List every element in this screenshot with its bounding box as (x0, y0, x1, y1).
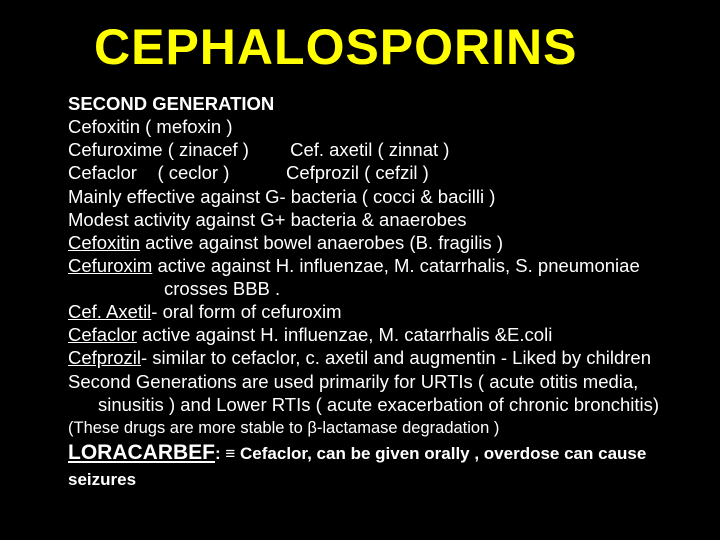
text-cefuroxim-bbb: crosses BBB . (68, 277, 280, 300)
line-cefaclor: Cefaclor ( ceclor ) Cefprozil ( cefzil ) (68, 161, 680, 184)
text-cefaclor-activity: active against H. influenzae, M. catarrh… (137, 324, 552, 345)
line-cefprozil: Cefprozil- similar to cefaclor, c. axeti… (68, 346, 680, 369)
drug-cefoxitin: Cefoxitin (68, 232, 140, 253)
line-axetil: Cef. Axetil- oral form of cefuroxim (68, 300, 680, 323)
text-cefuroxime-a: Cefuroxime ( zinacef ) (68, 139, 249, 160)
text-cefuroxime-b: Cef. axetil ( zinnat ) (290, 139, 449, 160)
line-cefuroxim-activity: Cefuroxim active against H. influenzae, … (68, 254, 680, 277)
slide-title: CEPHALOSPORINS (94, 18, 680, 76)
line-gpos: Modest activity against G+ bacteria & an… (68, 208, 680, 231)
line-uses-b: sinusitis ) and Lower RTIs ( acute exace… (68, 393, 680, 416)
slide: CEPHALOSPORINS SECOND GENERATION Cefoxit… (0, 0, 720, 540)
drug-axetil: Cef. Axetil (68, 301, 151, 322)
text-cefaclor-b: Cefprozil ( cefzil ) (286, 162, 429, 183)
line-loracarbef: LORACARBEF: ≡ Cefaclor, can be given ora… (68, 440, 680, 490)
section-heading: SECOND GENERATION (68, 92, 680, 115)
text-cefuroxim-activity: active against H. influenzae, M. catarrh… (152, 255, 639, 276)
line-cefuroxime: Cefuroxime ( zinacef ) Cef. axetil ( zin… (68, 138, 680, 161)
drug-loracarbef: LORACARBEF (68, 441, 215, 464)
drug-cefaclor: Cefaclor (68, 324, 137, 345)
text-cefoxitin-activity: active against bowel anaerobes (B. fragi… (140, 232, 503, 253)
line-cefoxitin: Cefoxitin ( mefoxin ) (68, 115, 680, 138)
line-cefaclor-activity: Cefaclor active against H. influenzae, M… (68, 323, 680, 346)
slide-body: SECOND GENERATION Cefoxitin ( mefoxin ) … (68, 92, 680, 490)
text-cefaclor-a: Cefaclor ( ceclor ) (68, 162, 229, 183)
line-uses-a: Second Generations are used primarily fo… (68, 370, 680, 393)
text-uses-b: sinusitis ) and Lower RTIs ( acute exace… (98, 394, 659, 415)
line-gneg: Mainly effective against G- bacteria ( c… (68, 185, 680, 208)
text-axetil: - oral form of cefuroxim (151, 301, 341, 322)
line-betalactamase: (These drugs are more stable to β-lactam… (68, 418, 680, 439)
drug-cefprozil: Cefprozil (68, 347, 141, 368)
line-cefuroxim-bbb: crosses BBB . (68, 277, 680, 300)
drug-cefuroxim: Cefuroxim (68, 255, 152, 276)
text-cefprozil: - similar to cefaclor, c. axetil and aug… (141, 347, 651, 368)
line-cefoxitin-activity: Cefoxitin active against bowel anaerobes… (68, 231, 680, 254)
